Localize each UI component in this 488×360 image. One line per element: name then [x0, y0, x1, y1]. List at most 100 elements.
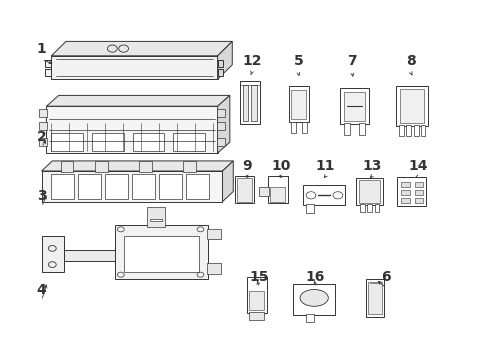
Text: 9: 9 [242, 159, 251, 172]
Text: 2: 2 [37, 130, 46, 144]
Bar [206, 263, 220, 274]
Text: 7: 7 [346, 54, 356, 68]
Bar [217, 122, 224, 130]
Bar [246, 277, 266, 313]
Text: 15: 15 [249, 270, 268, 284]
Polygon shape [45, 69, 51, 76]
Text: 1: 1 [37, 42, 46, 55]
Text: 13: 13 [361, 159, 381, 172]
Bar [339, 88, 368, 124]
Polygon shape [46, 106, 217, 153]
Bar [414, 182, 423, 187]
Bar [400, 190, 409, 195]
Bar [305, 204, 314, 213]
Polygon shape [41, 236, 63, 272]
Bar [237, 178, 251, 202]
Bar [234, 176, 254, 203]
Bar [358, 180, 379, 203]
Bar [147, 207, 164, 227]
Bar [267, 176, 287, 203]
Bar [51, 134, 83, 151]
Bar [400, 198, 409, 203]
Text: 11: 11 [315, 159, 334, 172]
Bar [270, 187, 285, 202]
Polygon shape [41, 171, 222, 202]
Bar [414, 190, 423, 195]
Text: 6: 6 [381, 270, 390, 284]
Polygon shape [46, 95, 229, 106]
Bar [290, 122, 295, 133]
Bar [259, 187, 268, 196]
Bar [39, 122, 47, 130]
Bar [183, 161, 195, 172]
Polygon shape [217, 69, 223, 76]
Bar [367, 282, 381, 314]
Bar [395, 86, 427, 126]
Bar [51, 174, 74, 199]
Text: 16: 16 [305, 270, 325, 284]
Bar [414, 198, 423, 203]
Polygon shape [41, 161, 233, 171]
Polygon shape [217, 41, 232, 79]
Polygon shape [51, 56, 217, 79]
Bar [359, 123, 365, 135]
Bar [355, 178, 382, 205]
Polygon shape [63, 250, 124, 261]
Text: 4: 4 [37, 283, 46, 297]
Bar [396, 177, 426, 206]
Bar [249, 312, 264, 320]
Bar [398, 125, 403, 136]
Bar [95, 161, 107, 172]
Text: 5: 5 [293, 54, 303, 68]
Bar [293, 284, 334, 315]
Bar [399, 89, 423, 123]
Text: 12: 12 [242, 54, 261, 68]
Bar [288, 86, 308, 122]
Bar [249, 291, 264, 310]
Bar [123, 236, 199, 272]
Text: 8: 8 [405, 54, 415, 68]
Bar [173, 134, 204, 151]
Bar [149, 219, 162, 221]
Bar [413, 125, 418, 136]
Polygon shape [51, 41, 232, 56]
Bar [39, 138, 47, 146]
Bar [291, 90, 305, 119]
Bar [132, 134, 164, 151]
Bar [39, 109, 47, 117]
Bar [78, 174, 101, 199]
Bar [359, 204, 364, 212]
Bar [305, 314, 313, 322]
Bar [217, 109, 224, 117]
Polygon shape [115, 225, 207, 279]
Text: 10: 10 [271, 159, 290, 172]
Bar [159, 174, 182, 199]
Bar [343, 92, 365, 121]
Bar [420, 125, 425, 136]
Bar [61, 161, 73, 172]
Bar [92, 134, 123, 151]
Bar [239, 81, 260, 124]
Bar [105, 174, 128, 199]
Bar [242, 85, 248, 121]
Polygon shape [217, 60, 223, 67]
Text: 3: 3 [37, 189, 46, 203]
Polygon shape [222, 161, 233, 202]
Bar [303, 185, 344, 205]
Ellipse shape [300, 289, 327, 306]
Text: 14: 14 [407, 159, 427, 172]
Bar [217, 138, 224, 146]
Bar [139, 161, 151, 172]
Bar [185, 174, 208, 199]
Bar [405, 125, 410, 136]
Bar [301, 122, 306, 133]
Bar [365, 279, 384, 317]
Bar [343, 123, 349, 135]
Bar [251, 85, 257, 121]
Bar [132, 174, 155, 199]
Polygon shape [217, 95, 229, 153]
Polygon shape [45, 60, 51, 67]
Bar [400, 182, 409, 187]
Bar [206, 229, 220, 239]
Bar [366, 204, 371, 212]
